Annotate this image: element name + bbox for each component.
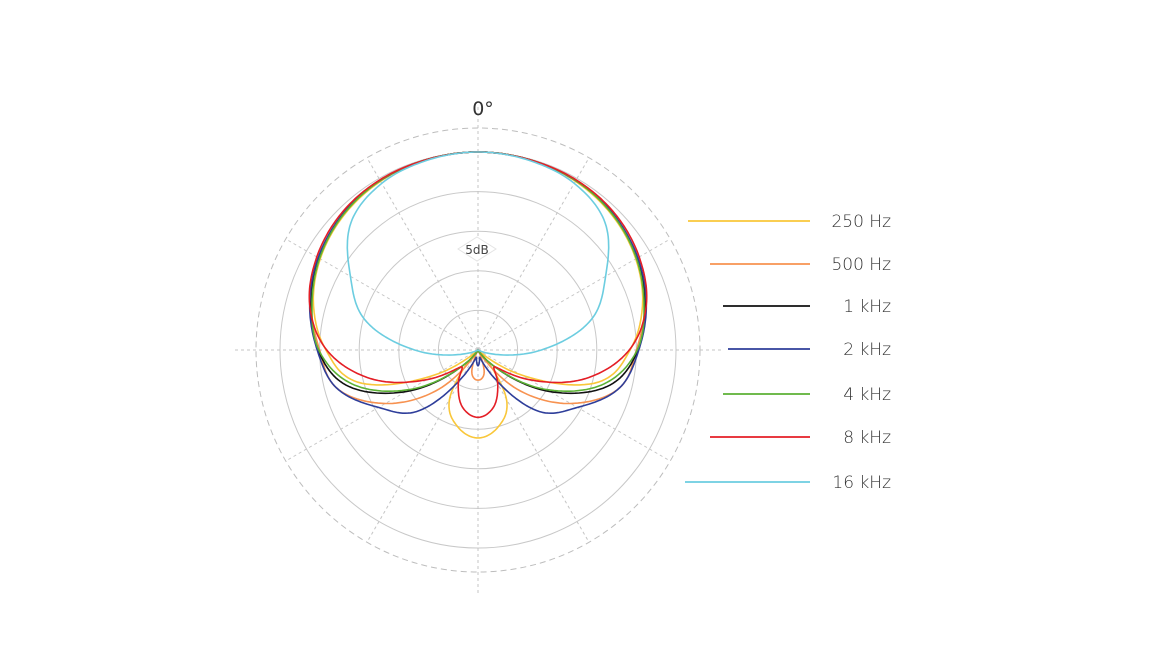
- series-line-16-khz: [346, 151, 610, 356]
- legend-item: 16 kHz: [685, 473, 891, 493]
- legend-label: 16 kHz: [832, 473, 891, 493]
- legend: 250 Hz 500 Hz 1 kHz 2 kHz 4 kHz 8 kHz 16 kHz: [685, 212, 891, 493]
- legend-item: 1 kHz: [723, 297, 891, 317]
- grid-spoke: [366, 349, 479, 543]
- ring-label-badge: 5dB: [457, 236, 497, 262]
- legend-label: 4 kHz: [843, 385, 891, 405]
- grid-spoke: [477, 157, 590, 351]
- ring-label: 5dB: [465, 243, 488, 257]
- legend-item: 500 Hz: [710, 255, 891, 275]
- legend-label: 250 Hz: [831, 212, 891, 232]
- grid-spoke: [477, 349, 590, 543]
- series-curves: [308, 151, 648, 439]
- grid-spoke: [477, 238, 671, 351]
- legend-item: 4 kHz: [723, 385, 891, 405]
- grid-spoke: [285, 349, 479, 462]
- grid-ring: [437, 309, 519, 391]
- grid-spoke: [285, 238, 479, 351]
- legend-item: 250 Hz: [688, 212, 891, 232]
- series-line-2-khz: [308, 151, 648, 414]
- grid-spoke: [477, 349, 671, 462]
- series-line-8-khz: [308, 151, 648, 419]
- grid-spoke: [366, 157, 479, 351]
- legend-label: 1 kHz: [843, 297, 891, 317]
- grid-ring: [358, 230, 598, 470]
- legend-item: 2 kHz: [728, 340, 891, 360]
- legend-label: 8 kHz: [843, 428, 891, 448]
- legend-label: 500 Hz: [831, 255, 891, 275]
- legend-item: 8 kHz: [710, 428, 891, 448]
- legend-label: 2 kHz: [843, 340, 891, 360]
- angle-label-0: 0°: [472, 98, 494, 120]
